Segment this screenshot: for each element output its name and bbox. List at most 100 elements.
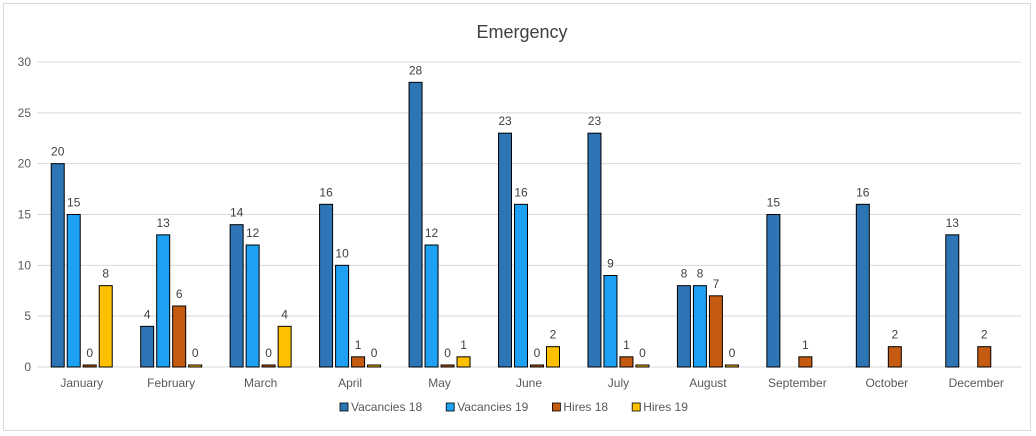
legend-label: Vacancies 18 [351,400,422,414]
x-tick-label: August [689,376,727,390]
bar-vacancies-18 [408,81,423,368]
bar-vacancies-18 [676,285,691,368]
data-label: 10 [335,246,349,260]
bar-vacancies-18 [140,325,155,368]
chart-title: Emergency [476,22,567,42]
bar-vacancies-18 [945,234,960,368]
data-label: 16 [319,185,333,199]
data-label: 12 [425,226,439,240]
bar-hires-19 [546,346,560,368]
bar-hires-19 [635,364,650,368]
chart-frame: Emergency 0 5 10 15 20 25 30 20 15 0 8 4 13 6 0 14 12 0 4… [3,3,1031,431]
y-axis-ticks: 0 5 10 15 20 25 30 [18,55,32,374]
data-label: 8 [697,267,704,281]
legend-item-hires-19: Hires 19 [631,400,688,414]
data-label: 16 [856,185,870,199]
data-label: 7 [713,277,720,291]
x-tick-label: March [244,376,277,390]
y-tick-label: 30 [18,55,32,69]
legend-item-vacancies-19: Vacancies 19 [445,400,529,414]
y-tick-label: 25 [18,106,32,120]
legend-item-hires-18: Hires 18 [552,400,608,414]
data-label: 12 [246,226,260,240]
data-label: 0 [639,346,646,360]
data-label: 9 [607,257,614,271]
bar-vacancies-19 [245,244,260,368]
bar-hires-18 [887,346,902,368]
data-label: 28 [409,63,423,77]
data-label: 6 [176,287,183,301]
legend-label: Hires 18 [563,400,608,414]
data-label: 0 [86,346,93,360]
legend-item-vacancies-18: Vacancies 18 [339,400,422,414]
y-tick-label: 15 [18,208,32,222]
bar-vacancies-18 [229,224,244,368]
data-label: 2 [981,328,988,342]
bars [50,81,992,368]
x-tick-label: September [768,376,827,390]
data-label: 8 [681,267,688,281]
bar-hires-18 [619,356,634,368]
legend-swatch [339,402,349,412]
data-label: 0 [534,346,541,360]
bar-vacancies-19 [335,264,350,368]
x-tick-label: April [338,376,362,390]
data-label: 1 [802,338,809,352]
bar-vacancies-18 [766,214,781,368]
data-label: 14 [230,206,244,220]
data-label: 16 [514,185,528,199]
bar-hires-19 [98,285,113,368]
y-tick-label: 20 [18,157,32,171]
bar-vacancies-18 [498,132,512,368]
legend-label: Hires 19 [643,400,688,414]
y-tick-label: 5 [24,309,31,323]
x-tick-label: October [865,376,908,390]
data-label: 13 [157,216,171,230]
data-label: 0 [371,346,378,360]
x-tick-label: July [608,376,629,390]
bar-hires-18 [708,295,723,368]
bar-hires-18 [261,364,276,368]
bar-vacancies-19 [156,234,171,368]
legend-swatch [631,402,641,412]
x-tick-label: January [60,376,103,390]
data-label: 4 [144,307,151,321]
bar-hires-18 [977,346,992,368]
bar-vacancies-19 [424,244,439,368]
bar-vacancies-19 [603,275,618,368]
x-tick-label: May [428,376,451,390]
x-axis-ticks: January February March April May June July Augu… [60,376,1004,390]
legend-label: Vacancies 19 [457,400,528,414]
bar-hires-19 [456,356,471,368]
data-label: 13 [946,216,960,230]
data-label: 0 [192,346,199,360]
bar-hires-18 [440,364,455,368]
bar-vacancies-19 [514,203,528,368]
data-label: 23 [588,114,602,128]
bar-hires-19 [367,364,382,368]
data-label: 1 [460,338,467,352]
data-label: 23 [498,114,512,128]
legend-swatch [445,402,455,412]
y-tick-label: 0 [24,360,31,374]
y-tick-label: 10 [18,258,32,272]
data-label: 15 [67,196,81,210]
bar-vacancies-19 [66,214,81,368]
bar-hires-18 [798,356,813,368]
bar-hires-18 [172,305,187,368]
data-label: 4 [281,307,288,321]
gridlines [37,61,1021,368]
bar-vacancies-18 [587,132,602,368]
legend-swatch [552,402,561,412]
x-tick-label: June [516,376,542,390]
data-label: 1 [355,338,362,352]
bar-vacancies-18 [319,203,334,368]
bar-vacancies-18 [855,203,870,368]
bar-hires-19 [188,364,203,368]
data-label: 0 [444,346,451,360]
bar-hires-19 [724,364,739,368]
x-tick-label: February [147,376,195,390]
bar-hires-18 [82,364,97,368]
bar-hires-18 [351,356,366,368]
